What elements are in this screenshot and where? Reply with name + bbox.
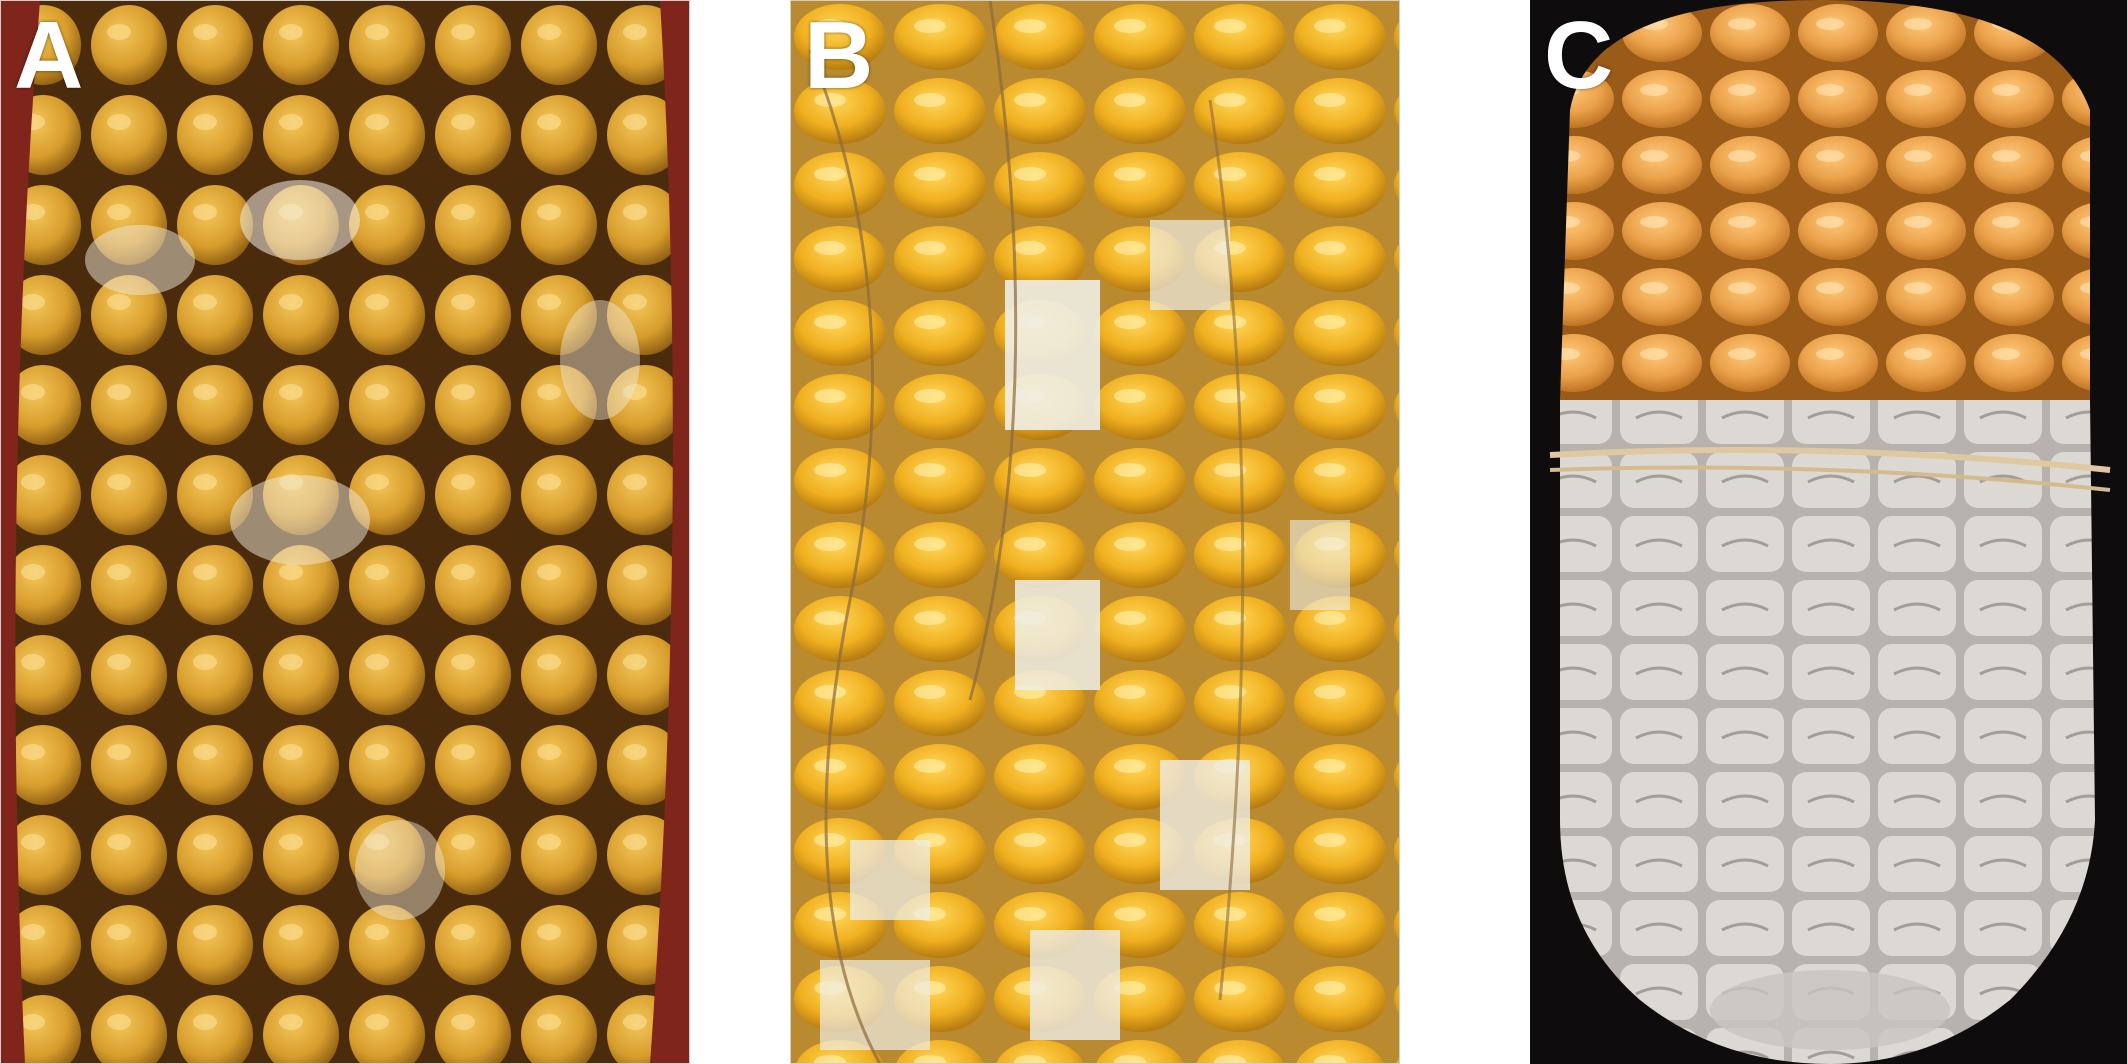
panel-label-b: B [804, 2, 874, 109]
photo-panel-c: C [1530, 0, 2127, 1064]
photo-panel-b: B [790, 0, 1400, 1064]
corn-ear-photo-a [0, 0, 690, 1064]
corn-ear-photo-b [790, 0, 1400, 1064]
panel-label-c: C [1544, 2, 1614, 109]
corn-ear-photo-c [1530, 0, 2127, 1064]
photo-panel-a: A [0, 0, 690, 1064]
panel-label-a: A [14, 2, 84, 109]
